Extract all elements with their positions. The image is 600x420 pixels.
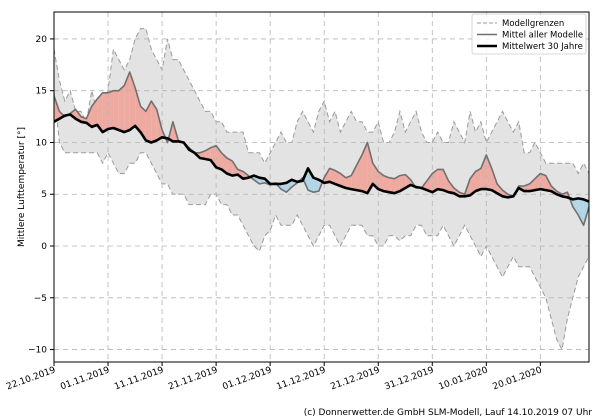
x-tick-label: 21.11.2019 bbox=[167, 365, 219, 392]
warm-anomaly bbox=[135, 87, 141, 133]
model-mean-line bbox=[54, 71, 589, 227]
warm-anomaly bbox=[540, 173, 546, 191]
x-tick-label: 11.11.2019 bbox=[113, 365, 165, 392]
warm-anomaly bbox=[232, 161, 238, 176]
warm-anomaly bbox=[529, 178, 535, 192]
warm-anomaly bbox=[226, 158, 233, 176]
warm-anomaly bbox=[145, 101, 152, 143]
warm-anomaly bbox=[475, 168, 481, 192]
y-axis: −10 −5 0 5 10 15 20 bbox=[28, 35, 54, 356]
warm-anomaly bbox=[394, 175, 400, 194]
y-tick-label: 10 bbox=[36, 138, 48, 148]
lines-layer bbox=[54, 71, 589, 227]
x-tick-label: 10.01.2020 bbox=[438, 365, 490, 392]
warm-anomaly bbox=[389, 177, 395, 194]
cold-anomaly bbox=[313, 177, 319, 193]
y-tick-label: 0 bbox=[41, 242, 47, 252]
warm-anomaly bbox=[108, 90, 114, 129]
x-tick-label: 01.11.2019 bbox=[59, 365, 111, 392]
credit-text: (c) Donnerwetter.de GmbH SLM-Modell, Lau… bbox=[303, 408, 592, 418]
x-tick-label: 11.12.2019 bbox=[275, 365, 327, 392]
y-tick-label: −10 bbox=[28, 346, 47, 356]
warm-anomaly bbox=[113, 90, 119, 130]
warm-anomaly bbox=[351, 165, 357, 191]
band-layer bbox=[54, 28, 589, 352]
y-axis-label: Mittlere Lufttemperatur [°] bbox=[17, 127, 27, 247]
legend-box bbox=[471, 13, 587, 55]
x-tick-label: 22.10.2019 bbox=[5, 365, 57, 392]
x-tick-label: 31.12.2019 bbox=[383, 365, 435, 392]
warm-anomaly bbox=[86, 106, 92, 127]
warm-anomaly bbox=[486, 154, 492, 191]
warm-anomaly bbox=[151, 101, 157, 143]
warm-anomaly bbox=[362, 142, 368, 194]
envelope-band bbox=[54, 28, 589, 350]
cold-anomaly bbox=[578, 198, 584, 226]
y-tick-label: 5 bbox=[41, 190, 47, 200]
envelope-lower-line bbox=[54, 90, 589, 352]
envelope-upper-line bbox=[54, 28, 589, 175]
y-tick-label: 20 bbox=[36, 35, 48, 45]
warm-anomaly bbox=[97, 92, 103, 133]
warm-anomaly bbox=[437, 169, 444, 191]
cold-anomaly bbox=[308, 168, 314, 193]
warm-anomaly bbox=[221, 152, 227, 174]
y-tick-label: 15 bbox=[36, 87, 47, 97]
warm-anomaly bbox=[91, 99, 98, 127]
x-tick-label: 21.12.2019 bbox=[329, 365, 381, 392]
legend-label: Mittelwert 30 Jahre bbox=[502, 42, 583, 52]
warm-anomaly bbox=[345, 175, 352, 190]
warm-anomaly bbox=[124, 72, 130, 133]
cold-anomaly bbox=[572, 198, 579, 215]
warm-anomaly bbox=[118, 85, 125, 133]
legend-label: Mittel aller Modelle bbox=[502, 31, 583, 41]
warm-anomaly bbox=[480, 154, 487, 190]
warm-anomaly bbox=[443, 169, 449, 193]
warm-anomaly bbox=[54, 95, 60, 122]
warm-anomaly bbox=[102, 92, 108, 133]
warm-anomaly bbox=[335, 170, 341, 186]
warm-anomaly bbox=[129, 72, 136, 130]
climatology-line bbox=[54, 113, 589, 203]
warm-anomaly bbox=[378, 171, 384, 192]
legend-label: Modellgrenzen bbox=[502, 19, 564, 29]
x-tick-label: 01.12.2019 bbox=[221, 365, 273, 392]
warm-anomaly bbox=[426, 173, 433, 193]
x-tick-label: 20.01.2020 bbox=[492, 365, 544, 392]
warm-anomaly bbox=[432, 169, 438, 193]
x-axis: 22.10.2019 01.11.2019 11.11.2019 21.11.2019… bbox=[5, 362, 544, 392]
warm-anomaly bbox=[329, 168, 335, 184]
plot-frame bbox=[53, 11, 590, 363]
y-tick-label: −5 bbox=[34, 294, 47, 304]
legend: Modellgrenzen Mittel aller ModelleMittelw… bbox=[471, 13, 587, 55]
warm-anomaly bbox=[367, 142, 373, 194]
warm-anomaly bbox=[383, 175, 390, 193]
warm-anomaly bbox=[399, 174, 406, 192]
